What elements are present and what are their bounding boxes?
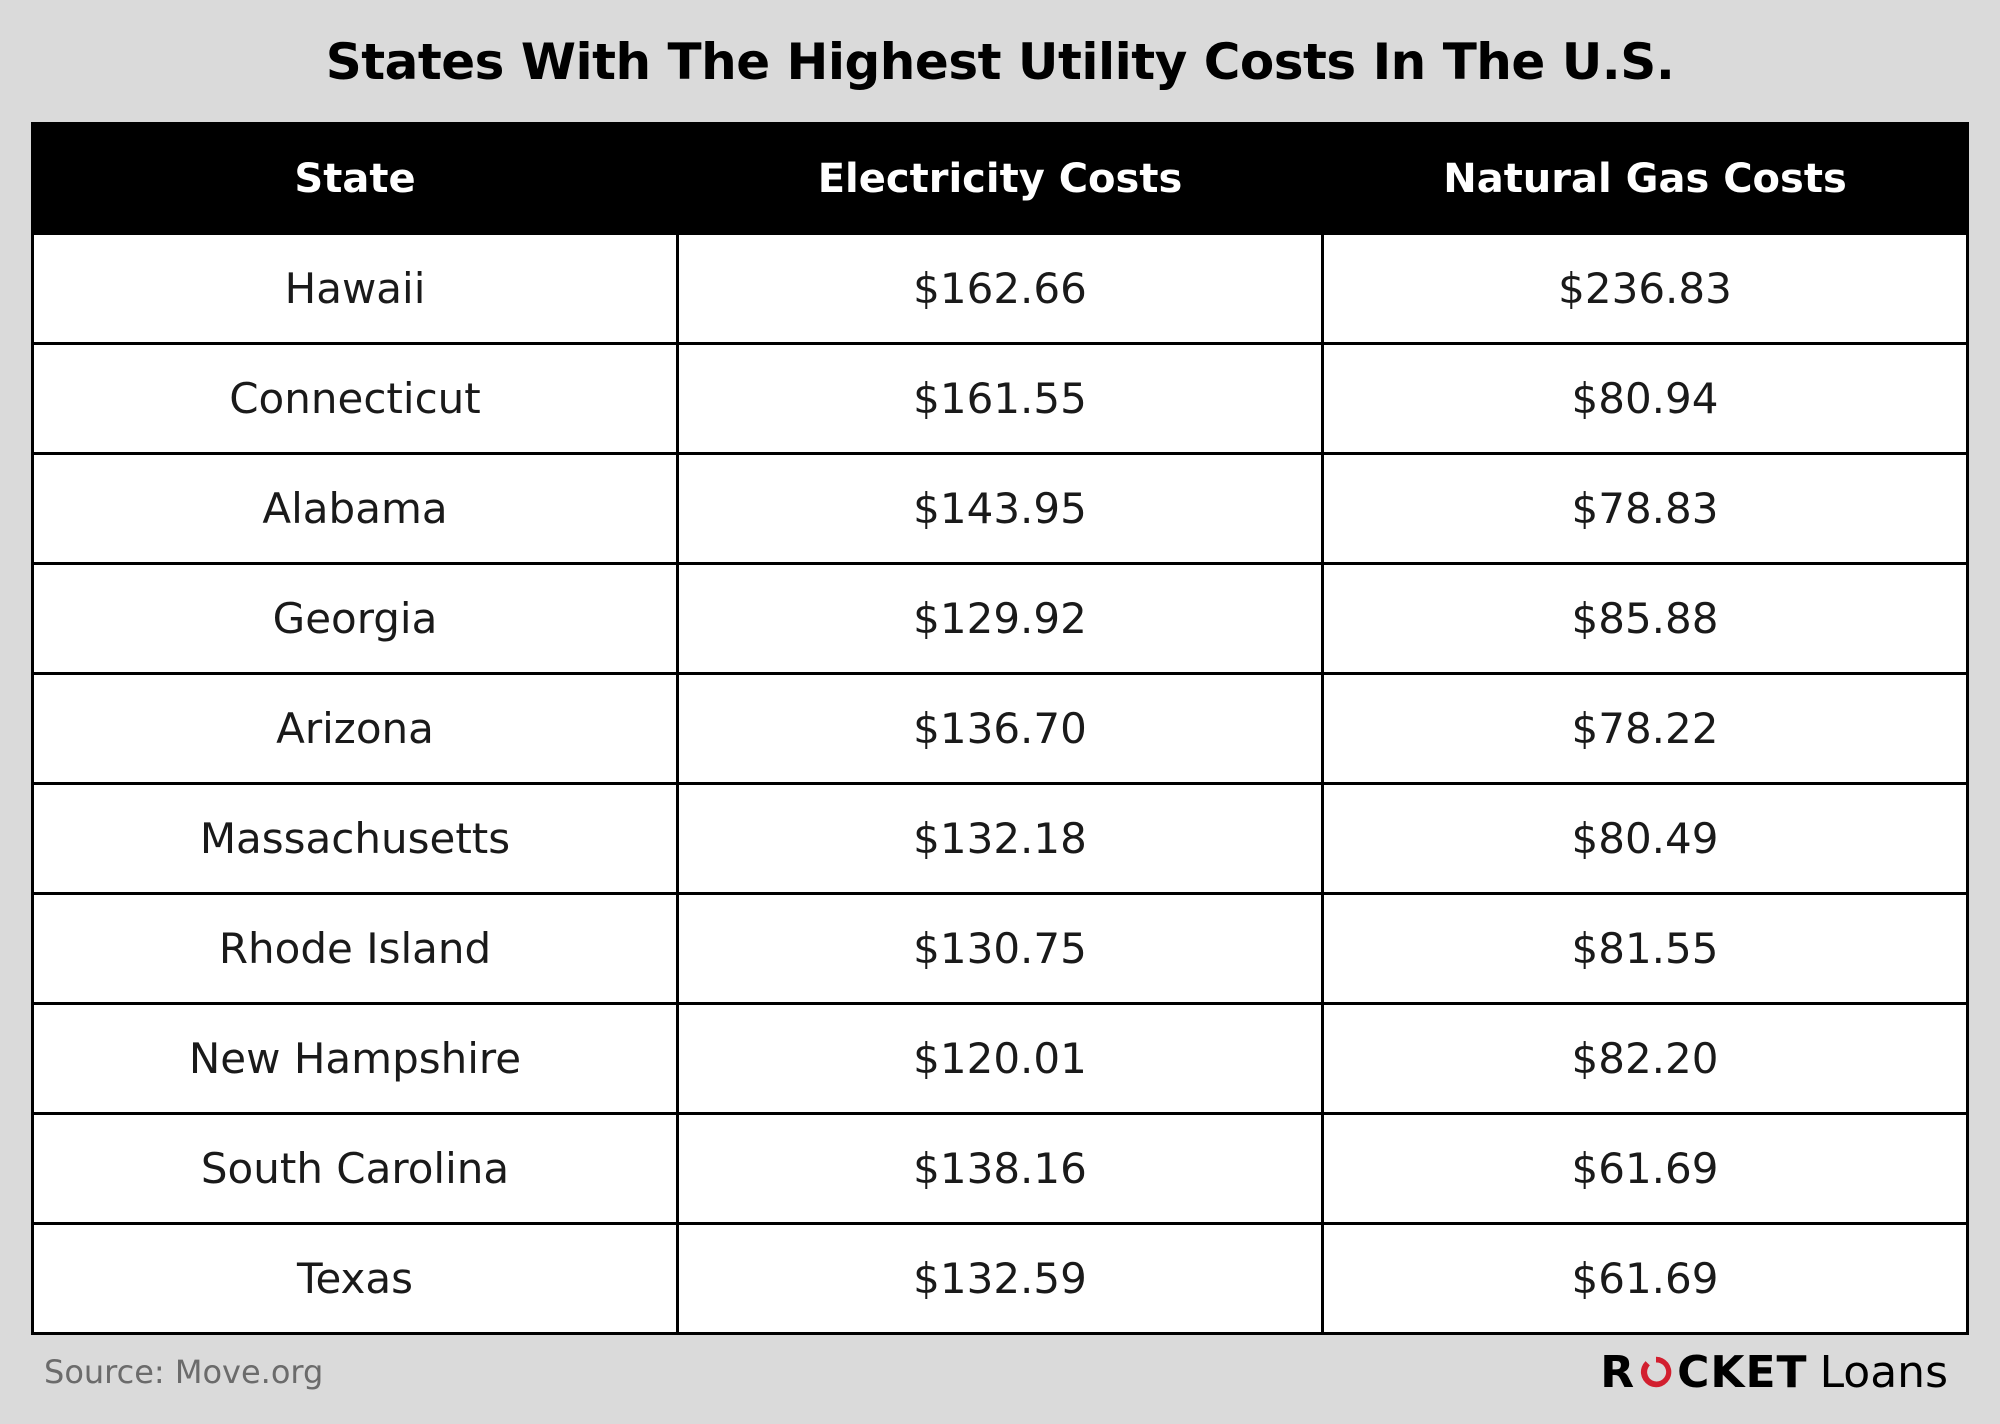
state-cell: Hawaii [31,232,679,345]
state-cell: Arizona [31,672,679,785]
natural-gas-cost-cell: $80.94 [1321,342,1969,455]
electricity-cost-cell: $132.59 [676,1222,1324,1335]
table-row: Hawaii $162.66 $236.83 [31,232,1969,345]
utility-costs-table: State Electricity Costs Natural Gas Cost… [31,122,1969,1335]
table-header-row: State Electricity Costs Natural Gas Cost… [31,122,1969,235]
table-row: Connecticut $161.55 $80.94 [31,342,1969,455]
natural-gas-cost-cell: $78.22 [1321,672,1969,785]
table-row: Georgia $129.92 $85.88 [31,562,1969,675]
natural-gas-cost-cell: $81.55 [1321,892,1969,1005]
state-cell: Massachusetts [31,782,679,895]
state-cell: New Hampshire [31,1002,679,1115]
state-cell: Connecticut [31,342,679,455]
electricity-cost-cell: $138.16 [676,1112,1324,1225]
state-cell: Texas [31,1222,679,1335]
table-row: Alabama $143.95 $78.83 [31,452,1969,565]
electricity-cost-cell: $129.92 [676,562,1324,675]
electricity-cost-cell: $161.55 [676,342,1324,455]
table-body: Hawaii $162.66 $236.83 Connecticut $161.55 $8… [31,232,1969,1335]
natural-gas-cost-cell: $61.69 [1321,1112,1969,1225]
state-cell: South Carolina [31,1112,679,1225]
natural-gas-cost-cell: $78.83 [1321,452,1969,565]
table-row: Rhode Island $130.75 $81.55 [31,892,1969,1005]
electricity-cost-cell: $143.95 [676,452,1324,565]
electricity-cost-cell: $132.18 [676,782,1324,895]
column-header-state: State [31,122,679,235]
column-header-natural-gas: Natural Gas Costs [1321,122,1969,235]
natural-gas-cost-cell: $82.20 [1321,1002,1969,1115]
state-cell: Georgia [31,562,679,675]
natural-gas-cost-cell: $80.49 [1321,782,1969,895]
natural-gas-cost-cell: $85.88 [1321,562,1969,675]
logo-ring-icon [1641,1356,1672,1388]
natural-gas-cost-cell: $236.83 [1321,232,1969,345]
table-row: New Hampshire $120.01 $82.20 [31,1002,1969,1115]
logo-product: Loans [1819,1346,1948,1398]
table-row: Arizona $136.70 $78.22 [31,672,1969,785]
table-row: South Carolina $138.16 $61.69 [31,1112,1969,1225]
column-header-electricity: Electricity Costs [676,122,1324,235]
electricity-cost-cell: $136.70 [676,672,1324,785]
rocket-loans-logo: R CKET Loans [1600,1344,1948,1400]
electricity-cost-cell: $162.66 [676,232,1324,345]
state-cell: Rhode Island [31,892,679,1005]
logo-wordmark: R CKET [1600,1346,1808,1398]
electricity-cost-cell: $120.01 [676,1002,1324,1115]
electricity-cost-cell: $130.75 [676,892,1324,1005]
table-row: Massachusetts $132.18 $80.49 [31,782,1969,895]
source-note: Source: Move.org [44,1353,324,1391]
table-row: Texas $132.59 $61.69 [31,1222,1969,1335]
state-cell: Alabama [31,452,679,565]
natural-gas-cost-cell: $61.69 [1321,1222,1969,1335]
chart-title: States With The Highest Utility Costs In… [325,33,1675,91]
